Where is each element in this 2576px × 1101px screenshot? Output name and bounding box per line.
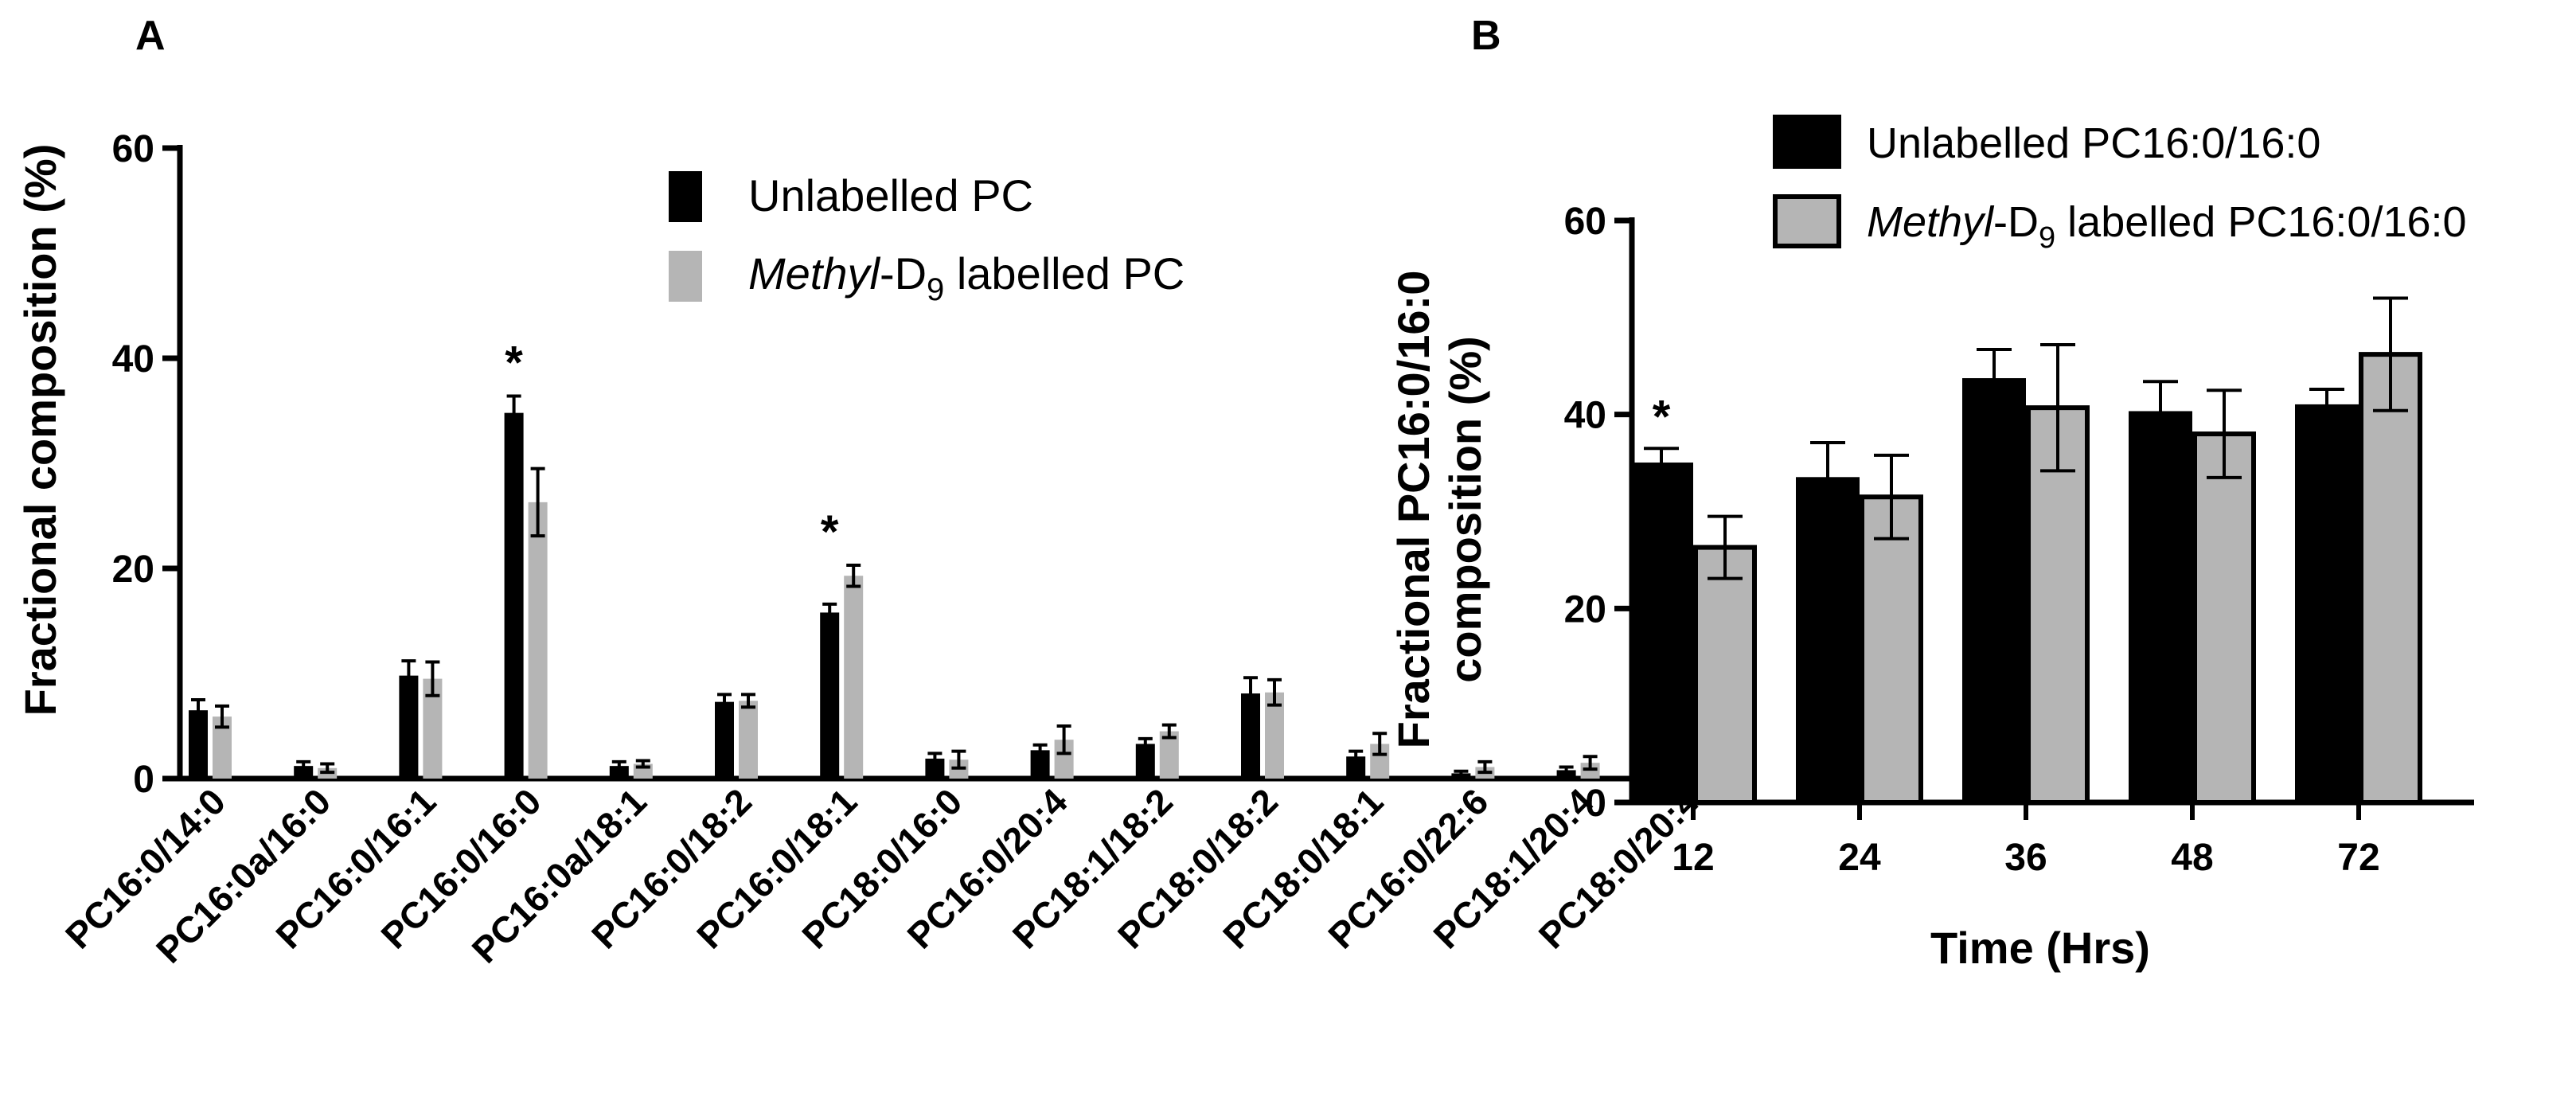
legend-swatch-labelled <box>669 251 702 302</box>
panel-b-x-tick-label: 12 <box>1672 837 1714 879</box>
panel-a-bar-labelled-pc18-0-18-2 <box>1265 692 1284 779</box>
panel-b-y-axis-title-line2: composition (%) <box>1440 336 1490 683</box>
panel-b-bar-unlabelled-72 <box>2295 404 2359 805</box>
panel-b-bar-labelled-12 <box>1693 545 1757 805</box>
panel-b-chart: B Fractional PC16:0/16:0 composition (%)… <box>1388 13 2474 973</box>
legend-label-labelled-subscript: 9 <box>927 272 944 307</box>
panel-b-bar-unlabelled-36 <box>1962 378 2026 805</box>
legend-swatch-unlabelled <box>669 171 702 222</box>
panel-a-category-labels: PC16:0/14:0PC16:0a/16:0PC16:0/16:1PC16:0… <box>57 780 1707 971</box>
panel-a-bar-labelled-pc16-0-18-2 <box>739 701 758 779</box>
legend-label-labelled-b-italic: Methyl <box>1867 198 1995 246</box>
panel-a-significance-star: * <box>505 338 523 389</box>
panel-b-x-tick-labels: 12 24 36 48 72 <box>1672 802 2380 879</box>
panel-b-legend: Unlabelled PC16:0/16:0 Methyl-D9 labelle… <box>1773 115 2467 255</box>
panel-b-bar-unlabelled-12 <box>1630 463 1693 806</box>
panel-a-bar-unlabelled-pc16-0-18-1 <box>820 612 840 779</box>
panel-b-bar-unlabelled-24 <box>1796 477 1860 805</box>
panel-b-bar-labelled-72 <box>2359 352 2422 805</box>
panel-a-y-tick-label: 20 <box>112 549 154 591</box>
panel-a-y-axis: 0 20 40 60 <box>112 128 1731 801</box>
panel-b-bar-unlabelled-48 <box>2129 411 2192 805</box>
legend-swatch-labelled-b <box>1773 194 1841 248</box>
legend-label-labelled-italic: Methyl <box>748 248 880 299</box>
panel-b-significance-star: * <box>1653 391 1671 443</box>
panel-b-y-tick-label: 20 <box>1564 588 1606 631</box>
legend-label-labelled-b-subscript: 9 <box>2039 221 2055 255</box>
panel-b-bars <box>1630 296 2422 806</box>
legend-label-unlabelled: Unlabelled PC <box>748 170 1033 221</box>
panel-b-x-tick-label: 24 <box>1838 837 1881 879</box>
panel-a-legend: Unlabelled PC Methyl-D9 labelled PC <box>669 170 1185 307</box>
legend-label-labelled-b-dash: -D <box>1993 198 2039 246</box>
panel-b-x-tick-label: 48 <box>2171 837 2213 879</box>
panel-a-significance-markers: ** <box>505 338 839 559</box>
panel-a-bar-unlabelled-pc16-0-16-0 <box>504 412 524 779</box>
panel-a-y-axis-title: Fractional composition (%) <box>15 144 65 716</box>
panel-a-bar-unlabelled-pc16-0-16-1 <box>399 675 419 779</box>
legend-label-labelled-rest: labelled PC <box>944 248 1185 299</box>
legend-label-labelled-dash: -D <box>880 248 927 299</box>
panel-b-x-axis-title: Time (Hrs) <box>1930 923 2150 973</box>
panel-a-significance-star: * <box>821 506 839 558</box>
panel-a-y-tick-label: 60 <box>112 128 154 170</box>
panel-a-label: A <box>135 13 166 59</box>
panel-b-y-tick-label: 0 <box>1585 783 1606 825</box>
legend-label-labelled-b-rest: labelled PC16:0/16:0 <box>2055 198 2466 246</box>
panel-b-bar-labelled-48 <box>2192 431 2256 805</box>
panel-a-y-tick-label: 40 <box>112 338 154 381</box>
panel-b-x-tick-label: 36 <box>2004 837 2047 879</box>
panel-b-y-tick-label: 40 <box>1564 395 1606 437</box>
panel-b-label: B <box>1471 13 1501 59</box>
panel-b-y-tick-label: 60 <box>1564 201 1606 243</box>
legend-label-labelled-b: Methyl-D9 labelled PC16:0/16:0 <box>1867 198 2467 255</box>
panel-a-bar-unlabelled-pc16-0-18-2 <box>715 701 734 779</box>
legend-swatch-unlabelled-b <box>1773 115 1841 169</box>
panel-b-significance-markers: * <box>1653 391 1671 443</box>
panel-a-y-tick-label: 0 <box>133 759 154 801</box>
legend-label-unlabelled-b: Unlabelled PC16:0/16:0 <box>1867 119 2320 167</box>
panel-a-bar-labelled-pc16-0-18-1 <box>844 576 864 779</box>
panel-b-x-tick-label: 72 <box>2337 837 2379 879</box>
panel-b-y-axis-title-line1: Fractional PC16:0/16:0 <box>1388 271 1438 749</box>
legend-label-labelled: Methyl-D9 labelled PC <box>748 248 1185 307</box>
panel-a-bar-labelled-pc16-0-16-0 <box>528 502 548 779</box>
panel-b-bar-labelled-24 <box>1860 494 1923 805</box>
